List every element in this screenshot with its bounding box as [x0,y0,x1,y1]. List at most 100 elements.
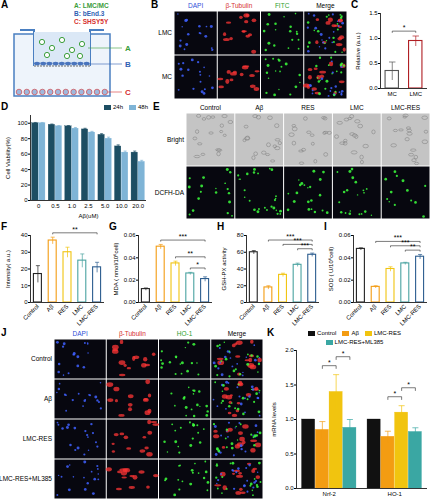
svg-text:mRNA levels: mRNA levels [271,402,277,436]
svg-text:30: 30 [21,249,28,255]
svg-text:Control: Control [31,355,53,362]
svg-text:**: ** [410,243,416,250]
svg-text:LMC: LMC [158,29,172,36]
svg-text:20: 20 [21,266,28,272]
svg-text:FITC: FITC [275,2,290,9]
svg-text:***: *** [401,239,409,246]
svg-text:*: * [342,350,345,357]
svg-text:LMC-RES+ML385: LMC-RES+ML385 [0,475,52,482]
svg-text:0.06: 0.06 [339,232,351,238]
svg-text:β-Tubulin: β-Tubulin [119,330,146,338]
svg-text:20: 20 [21,182,28,188]
svg-text:0.04: 0.04 [124,255,136,261]
svg-text:MDA ( nmol/10⁶cell): MDA ( nmol/10⁶cell) [113,242,119,295]
svg-text:SOD ( U/10⁶cell): SOD ( U/10⁶cell) [328,247,334,291]
svg-text:RES: RES [301,104,315,111]
svg-text:DAPI: DAPI [73,330,88,337]
svg-text:40: 40 [21,167,28,173]
svg-text:0.5: 0.5 [369,60,378,66]
svg-text:*: * [196,261,199,268]
svg-text:*: * [407,381,410,388]
svg-text:LMC-RES: LMC-RES [76,303,99,326]
svg-text:40: 40 [237,266,244,272]
svg-text:60: 60 [21,151,28,157]
svg-text:80: 80 [21,136,28,142]
svg-text:C: SHSY5Y: C: SHSY5Y [74,18,109,25]
svg-text:100: 100 [17,120,28,126]
svg-text:Bright: Bright [167,136,184,144]
svg-text:20: 20 [237,283,244,289]
svg-text:0.0: 0.0 [285,485,294,491]
svg-text:0.00: 0.00 [124,299,136,305]
svg-text:RES: RES [272,303,285,316]
svg-text:B: B [125,60,131,69]
svg-text:LMC: LMC [350,104,364,111]
svg-text:MC: MC [162,73,172,80]
svg-text:Aβ: Aβ [368,303,378,313]
svg-text:A: A [125,44,131,53]
svg-text:0.02: 0.02 [339,277,351,283]
svg-text:B: bEnd.3: B: bEnd.3 [74,10,105,17]
svg-text:LMC: LMC [409,91,422,97]
svg-text:**: ** [188,250,194,257]
svg-text:MC: MC [388,91,398,97]
svg-text:0: 0 [24,299,28,305]
svg-text:HO-1: HO-1 [177,330,193,337]
svg-text:RES: RES [165,303,178,316]
svg-text:Aβ: Aβ [261,303,271,313]
svg-text:1.0: 1.0 [68,203,77,209]
svg-text:*: * [403,24,406,31]
svg-text:1.5: 1.5 [285,382,294,388]
svg-text:HO-1: HO-1 [388,491,403,497]
svg-text:Control: Control [238,303,256,321]
svg-text:Control: Control [22,303,40,321]
svg-text:LMC-RES: LMC-RES [184,303,207,326]
svg-text:C: C [125,88,131,97]
svg-text:LMC-RES: LMC-RES [399,303,422,326]
svg-text:10: 10 [21,283,28,289]
svg-text:DCFH-DA: DCFH-DA [155,189,185,196]
svg-text:***: *** [179,233,187,240]
svg-text:2.0: 2.0 [285,347,294,353]
svg-text:Control: Control [130,303,148,321]
svg-text:1.0: 1.0 [369,35,378,41]
svg-text:0: 0 [24,197,28,203]
svg-text:Merge: Merge [316,2,335,10]
svg-text:**: ** [72,226,78,233]
svg-text:0: 0 [240,299,244,305]
svg-text:1.0: 1.0 [285,416,294,422]
svg-text:0.5: 0.5 [285,451,294,457]
svg-text:DAPI: DAPI [188,2,203,9]
svg-text:RES: RES [380,303,393,316]
svg-text:20.0: 20.0 [132,203,144,209]
svg-text:Aβ: Aβ [45,303,55,313]
svg-text:LMC-RES: LMC-RES [391,104,421,111]
svg-text:β-Tubulin: β-Tubulin [225,2,252,10]
svg-text:LMC-RES: LMC-RES [291,303,314,326]
svg-text:5.0: 5.0 [101,203,110,209]
svg-text:LMC-RES: LMC-RES [23,435,53,442]
svg-text:0.0: 0.0 [369,85,378,91]
svg-text:0.02: 0.02 [124,277,136,283]
svg-text:1.5: 1.5 [369,10,378,16]
svg-text:Control: Control [200,104,222,111]
svg-text:*: * [393,390,396,397]
svg-text:Relative (a.u.): Relative (a.u.) [355,32,361,69]
svg-text:A: LMC/MC: A: LMC/MC [74,2,109,9]
svg-text:Aβ: Aβ [153,303,163,313]
svg-text:***: *** [294,237,302,244]
svg-text:***: *** [394,234,402,241]
svg-text:0.5: 0.5 [51,203,60,209]
svg-text:60: 60 [237,249,244,255]
svg-text:***: *** [286,233,294,240]
svg-text:Control: Control [345,303,363,321]
svg-text:0: 0 [37,203,41,209]
svg-text:40: 40 [21,232,28,238]
svg-text:2.5: 2.5 [84,203,93,209]
svg-text:0.06: 0.06 [124,232,136,238]
svg-text:Intensity( a.u.): Intensity( a.u.) [5,250,11,288]
svg-text:Aβ(uM): Aβ(uM) [79,213,99,219]
svg-text:Cell Viability(%): Cell Viability(%) [5,137,11,179]
svg-text:Aβ: Aβ [255,104,263,112]
svg-text:***: *** [301,242,309,249]
